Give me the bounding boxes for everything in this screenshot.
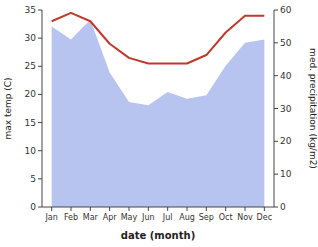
y2-tick-label: 60: [280, 5, 292, 15]
y-tick: [38, 150, 42, 151]
x-tick: [225, 207, 226, 211]
x-tick-label: Sep: [199, 213, 214, 222]
x-tick-label: Jun: [141, 213, 155, 222]
y-tick: [38, 178, 42, 179]
y-tick: [38, 66, 42, 67]
x-tick-label: Nov: [237, 213, 253, 222]
y2-tick: [274, 10, 278, 11]
y2-tick: [274, 207, 278, 208]
y2-tick: [274, 42, 278, 43]
x-tick: [148, 207, 149, 211]
x-tick-label: Feb: [64, 213, 78, 222]
x-tick: [206, 207, 207, 211]
x-tick-label: May: [121, 213, 138, 222]
y2-tick-label: 10: [280, 169, 292, 179]
x-tick-label: Apr: [103, 213, 118, 222]
plot-area: [52, 13, 265, 207]
y2-tick: [274, 75, 278, 76]
x-tick-label: Mar: [83, 213, 99, 222]
chart-container: 0 5 10 15 20 25 30 35 0 10 20 30 40 50 60 Jan Feb Mar AprM…: [0, 0, 318, 247]
y2-axis-label: med. precipitation (kg/m2): [308, 48, 318, 169]
x-tick: [71, 207, 72, 211]
x-tick: [51, 207, 52, 211]
y-tick-label: 30: [25, 33, 37, 43]
y-tick-label: 0: [30, 202, 36, 212]
y2-tick: [274, 174, 278, 175]
y-tick: [38, 122, 42, 123]
x-tick: [109, 207, 110, 211]
y-tick-label: 25: [25, 61, 36, 71]
x-tick-label: Jul: [162, 213, 173, 222]
y-tick: [38, 38, 42, 39]
y-tick-label: 10: [25, 146, 37, 156]
area: [52, 20, 265, 207]
y2-tick-label: 30: [280, 104, 292, 114]
x-tick-label: Dec: [257, 213, 272, 222]
x-axis-label: date (month): [121, 230, 195, 241]
y-tick-label: 35: [25, 5, 36, 15]
y2-tick-label: 20: [280, 136, 292, 146]
x-tick: [245, 207, 246, 211]
y2-tick-label: 0: [280, 202, 286, 212]
y-tick-label: 15: [25, 118, 36, 128]
y-tick: [38, 10, 42, 11]
y2-tick: [274, 141, 278, 142]
y2-tick-label: 40: [280, 71, 292, 81]
chart-svg: 0 5 10 15 20 25 30 35 0 10 20 30 40 50 60 Jan Feb Mar AprM…: [0, 0, 318, 247]
x-tick: [90, 207, 91, 211]
line: [52, 13, 265, 64]
x-tick-label: Oct: [219, 213, 233, 222]
x-axis-line: [42, 207, 274, 208]
y2-tick-label: 50: [280, 38, 292, 48]
x-tick: [264, 207, 265, 211]
x-tick: [187, 207, 188, 211]
y-tick: [38, 94, 42, 95]
y-axis-label: max temp (C): [3, 77, 13, 139]
y-tick-label: 5: [30, 174, 36, 184]
x-tick-label: Jan: [44, 213, 57, 222]
y2-tick: [274, 108, 278, 109]
y-tick: [38, 207, 42, 208]
y-axis-line: [42, 10, 43, 207]
x-tick: [167, 207, 168, 211]
y-tick-label: 20: [25, 89, 37, 99]
x-tick-label: Aug: [179, 213, 195, 222]
x-tick: [129, 207, 130, 211]
